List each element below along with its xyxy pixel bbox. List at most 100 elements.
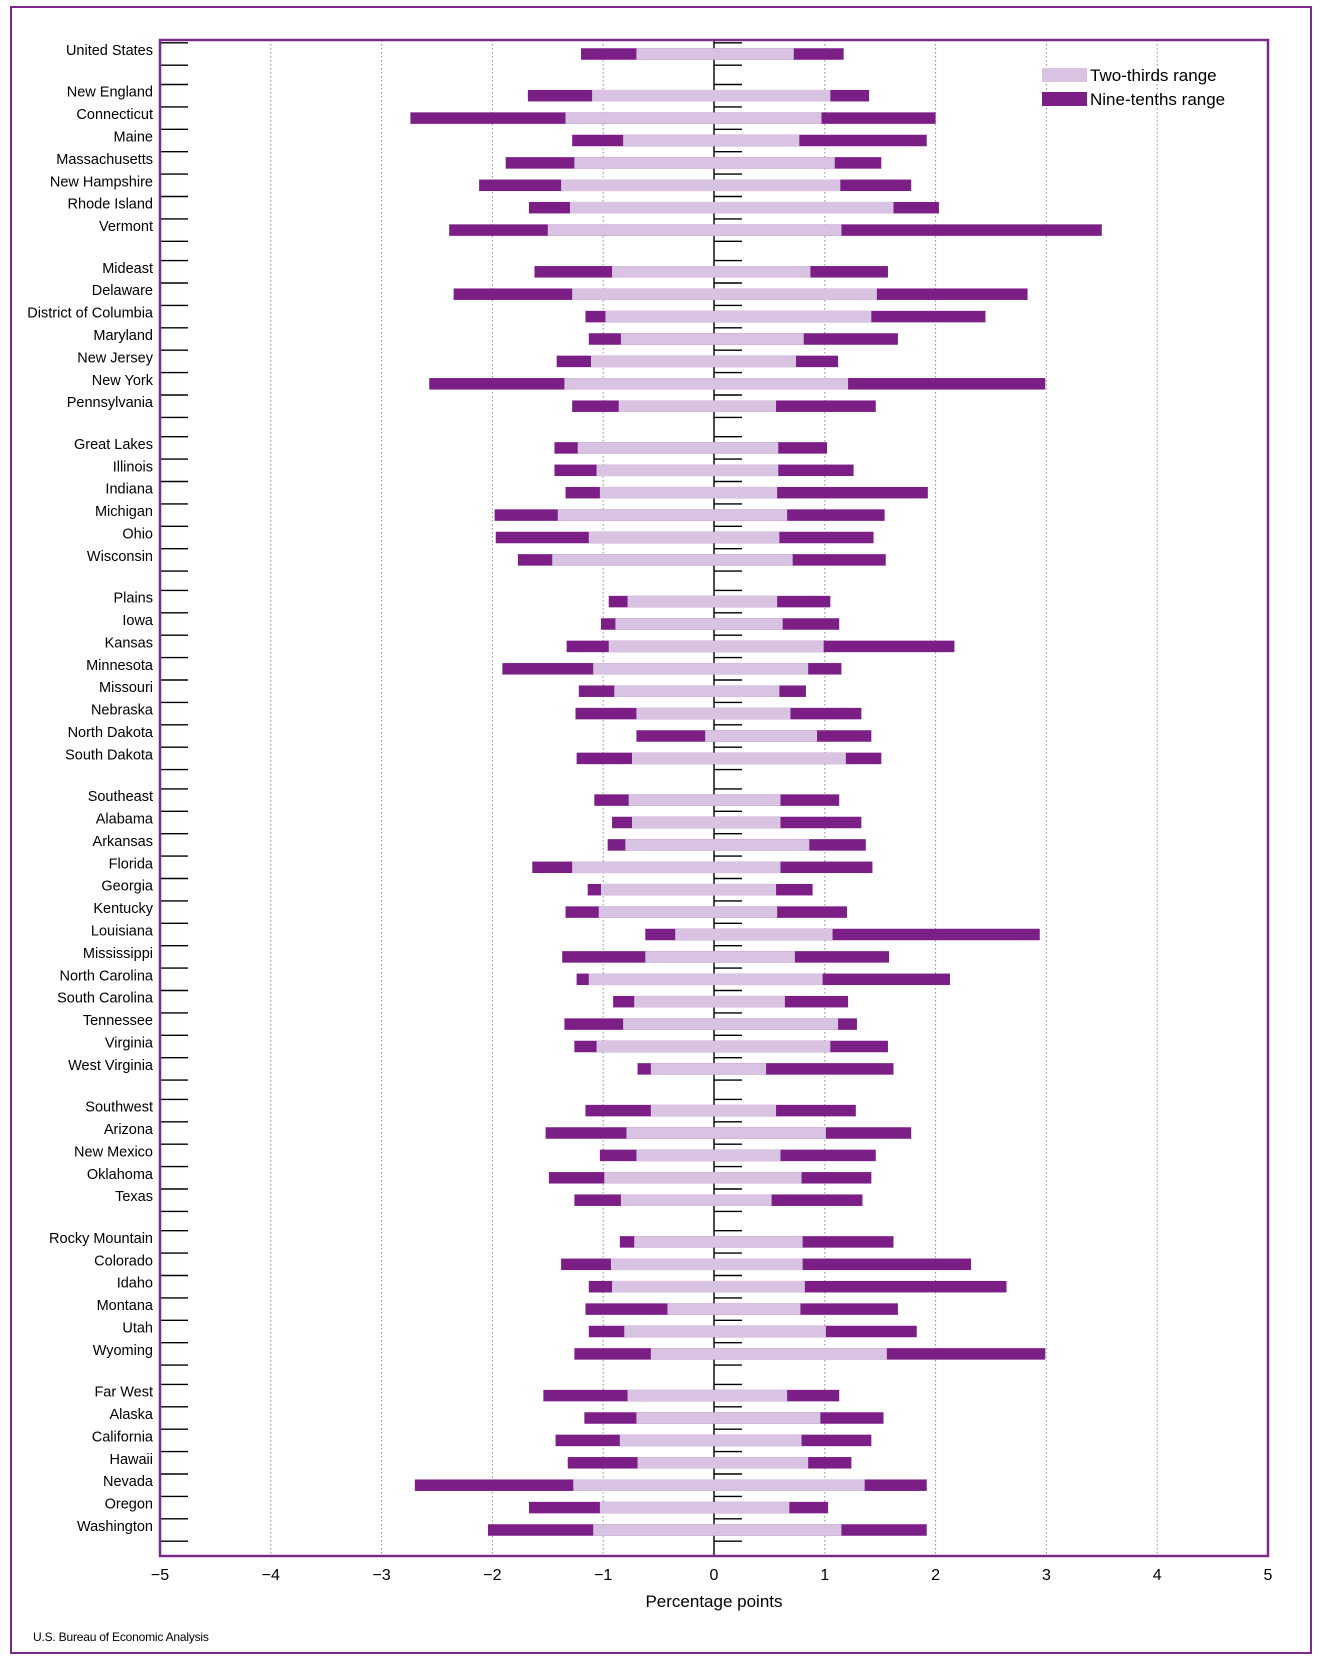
two-thirds-bar (561, 179, 841, 192)
category-label: Maryland (93, 328, 153, 344)
bars (410, 48, 1102, 1536)
two-thirds-bar (636, 1149, 781, 1162)
category-label: West Virginia (68, 1058, 154, 1074)
x-tick-label: 1 (820, 1567, 829, 1584)
category-label: Colorado (94, 1253, 153, 1269)
category-label: Mideast (102, 261, 153, 277)
nine-tenths-bar (645, 928, 1040, 941)
row-tick-marks (160, 42, 742, 1542)
two-thirds-bar (588, 973, 823, 986)
two-thirds-bar (599, 1501, 790, 1514)
x-tick-label: 0 (710, 1567, 719, 1584)
x-tick-label: −5 (151, 1567, 169, 1584)
category-labels: United States New England Connecticut Maine… (27, 43, 154, 1535)
two-thirds-bar (572, 288, 877, 300)
two-thirds-bar (615, 618, 783, 630)
two-thirds-bar (650, 1348, 887, 1360)
category-label: Virginia (105, 1036, 154, 1052)
category-label: Oregon (105, 1497, 153, 1513)
category-label: Ohio (122, 527, 153, 543)
category-label: Illinois (113, 459, 153, 475)
category-label: Pennsylvania (67, 395, 154, 411)
outer-frame (10, 6, 1312, 1654)
category-label: Indiana (105, 482, 154, 498)
category-label: Wisconsin (87, 549, 153, 565)
two-thirds-bar (620, 1194, 772, 1206)
two-thirds-bar (625, 839, 810, 851)
two-thirds-bar (564, 378, 849, 390)
category-label: Plains (114, 591, 154, 607)
category-label: Washington (77, 1519, 153, 1535)
category-label: California (92, 1429, 154, 1445)
legend-swatch-nine-tenths (1042, 92, 1087, 106)
x-axis: −5 −4 −3 −2 −1 0 1 2 3 4 5 (151, 1567, 1273, 1584)
two-thirds-bar (573, 1479, 865, 1491)
x-tick-label: 5 (1264, 1567, 1273, 1584)
two-thirds-bar (623, 134, 800, 147)
two-thirds-bar (547, 224, 842, 236)
category-label: Rhode Island (68, 197, 153, 213)
category-label: New Hampshire (50, 174, 153, 190)
two-thirds-bar (632, 816, 781, 829)
x-tick-label: −4 (262, 1567, 280, 1584)
legend-swatch-two-thirds (1042, 68, 1087, 82)
x-tick-label: −1 (594, 1567, 612, 1584)
category-label: Idaho (117, 1276, 153, 1292)
two-thirds-bar (599, 486, 778, 499)
x-axis-title: Percentage points (645, 1592, 782, 1611)
category-label: Iowa (122, 613, 154, 629)
category-label: Nebraska (91, 703, 154, 719)
two-thirds-bar (627, 1389, 788, 1402)
two-thirds-bar (591, 355, 796, 368)
category-label: New England (67, 85, 153, 101)
two-thirds-bar (574, 157, 835, 169)
category-label: Kansas (105, 635, 153, 651)
two-thirds-bar (596, 464, 779, 477)
two-thirds-bar (565, 112, 822, 124)
two-thirds-bar (569, 201, 894, 214)
category-label: Mississippi (83, 946, 153, 962)
category-label: Georgia (101, 879, 154, 895)
category-label: Hawaii (109, 1452, 153, 1468)
two-thirds-bar (592, 89, 831, 102)
two-thirds-bar (624, 1325, 826, 1338)
x-tick-label: 4 (1153, 1567, 1162, 1584)
two-thirds-bar (598, 906, 778, 918)
category-label: Alaska (109, 1407, 153, 1423)
two-thirds-bar (636, 48, 794, 60)
category-label: Missouri (99, 680, 153, 696)
category-label: Connecticut (76, 107, 153, 123)
category-label: United States (66, 43, 153, 59)
category-label: Texas (115, 1189, 153, 1205)
two-thirds-bar (632, 752, 846, 765)
category-label: Kentucky (93, 901, 153, 917)
two-thirds-bar (612, 266, 811, 278)
two-thirds-bar (600, 883, 777, 896)
two-thirds-bar (593, 1524, 842, 1536)
two-thirds-bar (614, 685, 780, 697)
two-thirds-bar (705, 730, 818, 742)
category-label: Louisiana (91, 924, 154, 940)
two-thirds-bar (627, 595, 778, 608)
category-label: New York (92, 373, 154, 389)
category-label: Montana (97, 1298, 154, 1314)
two-thirds-bar (608, 640, 824, 653)
two-thirds-bar (636, 707, 791, 720)
two-thirds-bar (552, 554, 793, 566)
category-label: Vermont (99, 219, 153, 235)
category-label: District of Columbia (27, 306, 154, 322)
two-thirds-bar (593, 663, 809, 675)
category-label: South Dakota (65, 747, 154, 763)
category-label: Great Lakes (74, 437, 153, 453)
x-tick-label: −2 (483, 1567, 501, 1584)
two-thirds-bar (623, 1018, 839, 1030)
two-thirds-bar (626, 1127, 826, 1139)
category-label: Michigan (95, 504, 153, 520)
two-thirds-bar (557, 509, 788, 521)
two-thirds-bar (634, 1236, 803, 1248)
x-tick-label: 3 (1042, 1567, 1051, 1584)
category-label: Florida (109, 856, 154, 872)
category-label: Arizona (104, 1122, 154, 1138)
two-thirds-bar (610, 1258, 803, 1271)
